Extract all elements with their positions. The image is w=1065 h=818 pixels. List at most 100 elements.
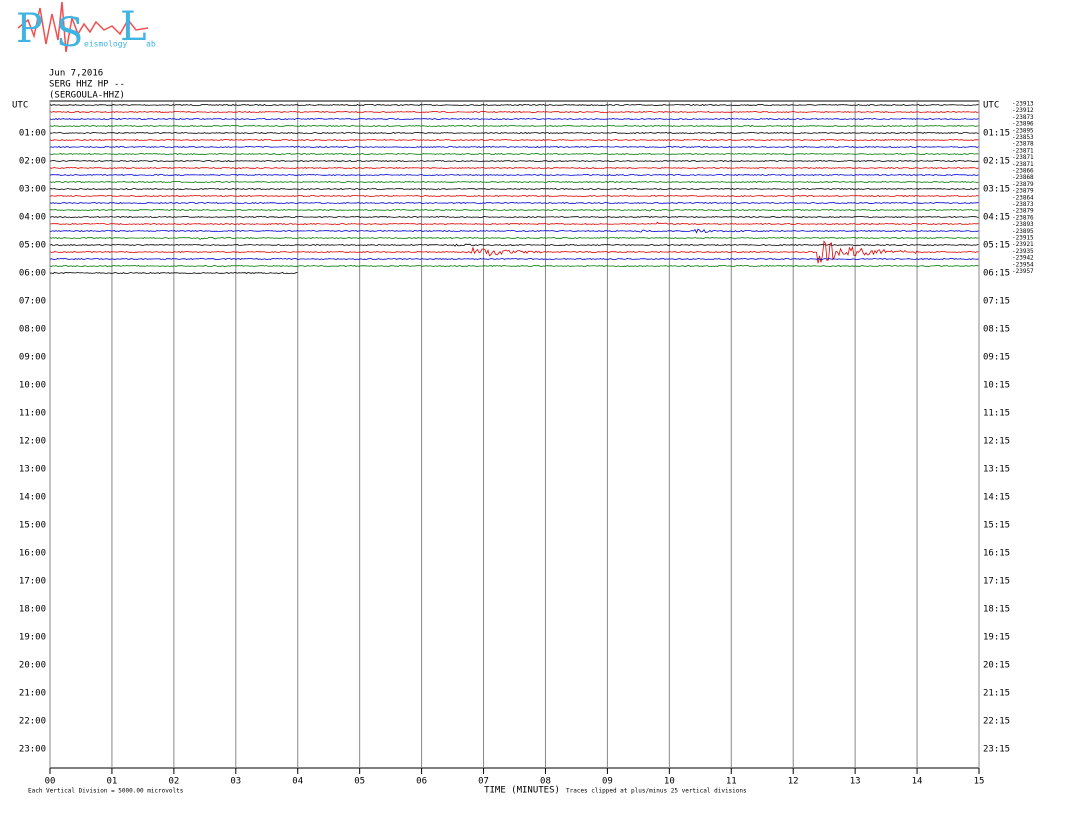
trace-offset: -23873	[1012, 114, 1034, 121]
row-label: 05:00	[19, 241, 46, 251]
trace-offset: -23871	[1012, 147, 1034, 154]
row-label: UTC	[12, 101, 28, 111]
row-label: 21:00	[19, 689, 46, 699]
row-label: 21:15	[983, 689, 1010, 699]
row-label: 18:15	[983, 605, 1010, 615]
trace	[49, 208, 979, 212]
trace	[49, 272, 298, 274]
trace	[49, 181, 979, 183]
trace	[49, 240, 979, 264]
trace-offset: -23957	[1012, 268, 1034, 275]
row-label: 20:15	[983, 661, 1010, 671]
trace-offset: -23866	[1012, 168, 1034, 175]
footer-note: Each Vertical Division = 5000.00 microvo…	[28, 788, 184, 795]
trace-offset: -23864	[1012, 194, 1034, 201]
row-label: 11:00	[19, 409, 46, 419]
row-label: 02:00	[19, 157, 46, 167]
trace-offset: -23912	[1012, 107, 1034, 114]
row-label: 04:00	[19, 213, 46, 223]
row-label: 08:00	[19, 325, 46, 335]
trace	[49, 125, 979, 127]
trace-offset: -23873	[1012, 201, 1034, 208]
row-label: 12:00	[19, 437, 46, 447]
x-tick-label: 10	[664, 777, 675, 787]
logo-word: ab	[146, 40, 156, 49]
row-label: 19:15	[983, 633, 1010, 643]
trace	[49, 174, 979, 176]
trace	[49, 104, 979, 106]
trace-offset: -23896	[1012, 121, 1034, 128]
row-label: 17:15	[983, 577, 1010, 587]
x-tick-label: 01	[107, 777, 118, 787]
trace-offset: -23879	[1012, 188, 1034, 195]
trace	[49, 167, 979, 169]
row-label: 18:00	[19, 605, 46, 615]
x-tick-label: 00	[45, 777, 56, 787]
trace	[49, 258, 979, 260]
trace-offset: -23871	[1012, 161, 1034, 168]
row-label: 14:00	[19, 493, 46, 503]
x-tick-label: 11	[726, 777, 737, 787]
trace-offset: -23954	[1012, 261, 1034, 268]
trace-offset: -23868	[1012, 174, 1034, 181]
footer-note: Traces clipped at plus/minus 25 vertical…	[566, 788, 747, 795]
row-label: 20:00	[19, 661, 46, 671]
row-label: 17:00	[19, 577, 46, 587]
trace-offset: -23893	[1012, 221, 1034, 228]
row-label: 16:15	[983, 549, 1010, 559]
trace-offset: -23913	[1012, 101, 1034, 108]
logo-letter: P	[16, 6, 43, 52]
title-line: (SERGOULA-HHZ)	[49, 91, 125, 101]
trace	[49, 153, 979, 155]
row-label: 08:15	[983, 325, 1010, 335]
row-label: 14:15	[983, 493, 1010, 503]
row-label: 06:15	[983, 269, 1010, 279]
logo: P S eismology L ab	[16, 1, 156, 56]
trace	[49, 118, 979, 120]
title-line: SERG HHZ HP --	[49, 80, 125, 90]
row-label: 01:00	[19, 129, 46, 139]
title-line: Jun 7,2016	[49, 69, 103, 79]
trace	[49, 221, 979, 226]
trace-offset: -23895	[1012, 228, 1034, 235]
row-label: 10:00	[19, 381, 46, 391]
logo-letter: L	[120, 4, 147, 50]
trace	[49, 236, 979, 240]
trace	[49, 188, 979, 190]
trace-offset: -23921	[1012, 241, 1034, 248]
trace-offset: -23915	[1012, 235, 1034, 242]
x-tick-label: 04	[292, 777, 303, 787]
x-axis-label: TIME (MINUTES)	[484, 786, 560, 796]
trace-offset: -23879	[1012, 181, 1034, 188]
trace	[49, 195, 979, 197]
row-label: 15:00	[19, 521, 46, 531]
row-label: 19:00	[19, 633, 46, 643]
row-label: 03:00	[19, 185, 46, 195]
row-label: 12:15	[983, 437, 1010, 447]
row-label: 07:15	[983, 297, 1010, 307]
trace-offset: -23895	[1012, 127, 1034, 134]
trace-offset: -23853	[1012, 134, 1034, 141]
row-label: 23:00	[19, 745, 46, 755]
x-tick-label: 07	[478, 777, 489, 787]
trace	[49, 243, 979, 247]
trace	[49, 216, 979, 218]
row-label: 01:15	[983, 129, 1010, 139]
row-label: 13:00	[19, 465, 46, 475]
trace	[49, 202, 979, 204]
trace	[49, 160, 979, 162]
x-tick-label: 08	[540, 777, 551, 787]
trace	[49, 146, 979, 148]
trace-offset: -23878	[1012, 141, 1034, 148]
row-label: 22:15	[983, 717, 1010, 727]
row-label: 07:00	[19, 297, 46, 307]
row-label: 13:15	[983, 465, 1010, 475]
row-label: 23:15	[983, 745, 1010, 755]
trace-offset: -23935	[1012, 248, 1034, 255]
row-label: 22:00	[19, 717, 46, 727]
row-label: UTC	[983, 101, 999, 111]
x-tick-label: 02	[168, 777, 179, 787]
row-label: 09:15	[983, 353, 1010, 363]
x-tick-label: 12	[788, 777, 799, 787]
